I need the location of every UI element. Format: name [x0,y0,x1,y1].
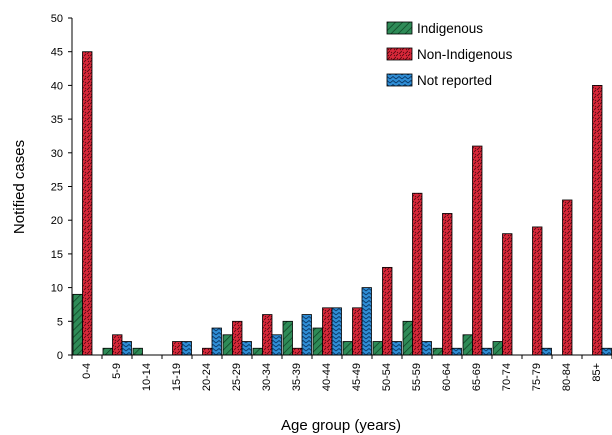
bar-indigenous-55-59 [402,320,413,356]
y-tick-label: 15 [51,249,63,261]
bar-indigenous-50-54 [372,341,383,356]
x-axis-ticks: 0-4 5-9 10-14 15-19 20-24 25-29 30-34 35-39 40-4… [71,355,612,391]
bar-non-indigenous-0-4 [82,51,93,356]
y-tick-label: 25 [51,182,63,194]
bar-non-indigenous-85+ [592,85,603,356]
bar-indigenous-40-44 [312,327,323,356]
y-tick-label: 35 [51,114,63,126]
bar-not-reported-45-49 [361,287,372,356]
bar-non-indigenous-55-59 [412,192,423,356]
y-tick-label: 0 [57,350,63,362]
bar-non-indigenous-5-9 [112,334,123,356]
legend-swatch-non-indigenous [386,47,413,61]
bar-non-indigenous-70-74 [502,233,513,356]
x-tick-label-65-69: 65-69 [471,363,483,391]
bar-non-indigenous-65-69 [472,145,483,356]
legend-swatch-indigenous [386,21,413,35]
bar-indigenous-65-69 [462,334,473,356]
bar-indigenous-70-74 [492,341,503,356]
bar-not-reported-20-24 [211,327,222,356]
x-tick-label-55-59: 55-59 [411,363,423,391]
legend-label: Non-Indigenous [417,47,513,62]
x-tick-label-15-19: 15-19 [171,363,183,391]
x-tick-label-30-34: 30-34 [261,363,273,391]
bar-not-reported-75-79 [541,347,552,356]
bar-not-reported-60-64 [451,347,462,356]
bar-indigenous-10-14 [132,347,143,356]
x-tick-label-0-4: 0-4 [81,363,93,379]
bar-indigenous-60-64 [432,347,443,356]
bar-non-indigenous-80-84 [562,199,573,356]
legend-label: Not reported [417,73,492,88]
y-tick-label: 50 [51,13,63,25]
bar-not-reported-50-54 [391,341,402,356]
bar-non-indigenous-40-44 [322,307,333,356]
bar-indigenous-30-34 [252,347,263,356]
bar-indigenous-35-39 [282,320,293,356]
bar-not-reported-55-59 [421,341,432,356]
bar-not-reported-25-29 [241,341,252,356]
legend-label: Indigenous [417,21,483,36]
bar-non-indigenous-60-64 [442,213,453,356]
x-tick-label-5-9: 5-9 [111,363,123,379]
x-tick-label-70-74: 70-74 [501,363,513,391]
bar-indigenous-0-4 [72,293,83,356]
x-tick-label-20-24: 20-24 [201,363,213,391]
y-tick-label: 5 [57,316,63,328]
y-tick-label: 40 [51,80,63,92]
bar-not-reported-65-69 [481,347,492,356]
x-tick-label-40-44: 40-44 [321,363,333,391]
bar-not-reported-15-19 [181,341,192,356]
x-tick-label-35-39: 35-39 [291,363,303,391]
bar-non-indigenous-30-34 [262,314,273,356]
y-tick-label: 10 [51,283,63,295]
bar-not-reported-5-9 [121,341,132,356]
x-tick-label-80-84: 80-84 [561,363,573,391]
bar-non-indigenous-45-49 [352,307,363,356]
x-tick-label-50-54: 50-54 [381,363,393,391]
bar-not-reported-35-39 [301,314,312,356]
x-tick-label-75-79: 75-79 [531,363,543,391]
bar-indigenous-5-9 [102,347,113,356]
bar-non-indigenous-20-24 [202,347,213,356]
x-tick-label-10-14: 10-14 [141,363,153,391]
bars-layer [72,51,612,356]
bar-non-indigenous-15-19 [172,341,183,356]
x-tick-label-25-29: 25-29 [231,363,243,391]
y-tick-label: 20 [51,215,63,227]
legend: Indigenous Non-Indigenous Not reported [386,21,513,88]
bar-not-reported-85+ [601,347,612,356]
y-tick-label: 30 [51,148,63,160]
x-tick-label-85+: 85+ [591,363,603,382]
bar-non-indigenous-75-79 [532,226,543,356]
y-axis-title: Notified cases [11,140,28,234]
x-tick-label-60-64: 60-64 [441,363,453,391]
bar-non-indigenous-35-39 [292,347,303,356]
x-tick-label-45-49: 45-49 [351,363,363,391]
bar-indigenous-45-49 [342,341,353,356]
y-tick-label: 45 [51,47,63,59]
bar-non-indigenous-25-29 [232,320,243,356]
bar-not-reported-40-44 [331,307,342,356]
x-axis-title: Age group (years) [281,417,401,434]
bar-indigenous-25-29 [222,334,233,356]
y-axis-ticks: 0 5 10 15 20 25 30 35 40 45 50 [51,13,72,362]
bar-not-reported-30-34 [271,334,282,356]
bar-non-indigenous-50-54 [382,266,393,356]
legend-swatch-not-reported [386,73,413,87]
